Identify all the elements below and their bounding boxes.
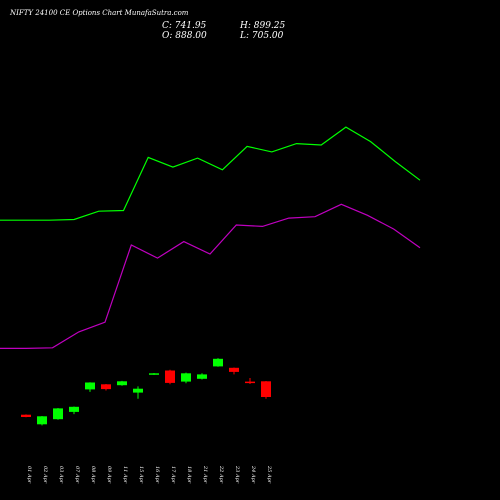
x-tick-label: 03 Apr (58, 466, 64, 484)
candle (117, 380, 127, 386)
candle-body (133, 388, 143, 393)
candle-body (261, 381, 271, 397)
candle-body (85, 382, 95, 390)
candle (149, 373, 159, 375)
x-tick-label: 16 Apr (154, 466, 160, 484)
candle-body (229, 367, 239, 372)
candle (229, 367, 239, 375)
candle-body (149, 373, 159, 375)
candle-body (165, 370, 175, 383)
candle-body (197, 374, 207, 379)
x-tick-label: 22 Apr (218, 465, 224, 484)
candle-body (53, 408, 63, 420)
x-tick-label: 11 Apr (122, 466, 128, 484)
candle (197, 373, 207, 380)
candle (37, 416, 47, 426)
close-readout: C: 741.95 (162, 21, 207, 31)
x-tick-label: 25 Apr (266, 465, 272, 484)
candle (85, 382, 95, 392)
candle (261, 381, 271, 399)
candle-body (21, 414, 31, 417)
x-tick-label: 08 Apr (90, 466, 96, 484)
candle-body (69, 406, 79, 412)
chart-title: NIFTY 24100 CE Options Chart MunafaSutra… (9, 9, 189, 17)
x-tick-label: 07 Apr (74, 466, 80, 484)
overlay-lines (0, 126, 421, 349)
candle (181, 372, 191, 384)
open-readout: O: 888.00 (162, 31, 207, 41)
x-tick-label: 17 Apr (170, 466, 176, 484)
candle (245, 378, 255, 384)
x-axis-ticks: 01 Apr 02 Apr 03 Apr 07 Apr 08 Apr 09 Apr 11 A… (26, 465, 272, 484)
candle-body (37, 416, 47, 425)
candle-body (245, 381, 255, 384)
candle (101, 384, 111, 391)
candle-body (117, 381, 127, 386)
x-tick-label: 15 Apr (138, 466, 144, 484)
candle (69, 406, 79, 415)
overlay-line-1 (0, 126, 421, 221)
x-tick-label: 24 Apr (250, 465, 256, 484)
candle (165, 369, 175, 385)
x-tick-label: 23 Apr (234, 465, 240, 484)
high-readout: H: 899.25 (239, 21, 286, 31)
x-tick-label: 02 Apr (42, 466, 48, 484)
candle (213, 358, 223, 367)
candles (21, 358, 271, 426)
candle-body (213, 358, 223, 367)
candle-body (101, 384, 111, 390)
x-tick-label: 21 Apr (202, 465, 208, 484)
x-tick-label: 01 Apr (26, 466, 32, 484)
x-tick-label: 18 Apr (186, 466, 192, 484)
candle-body (181, 373, 191, 382)
candle (53, 408, 63, 420)
low-readout: L: 705.00 (239, 31, 284, 41)
candle (133, 386, 143, 399)
overlay-line-2 (0, 203, 421, 349)
x-tick-label: 09 Apr (106, 466, 112, 484)
candle (21, 414, 31, 418)
